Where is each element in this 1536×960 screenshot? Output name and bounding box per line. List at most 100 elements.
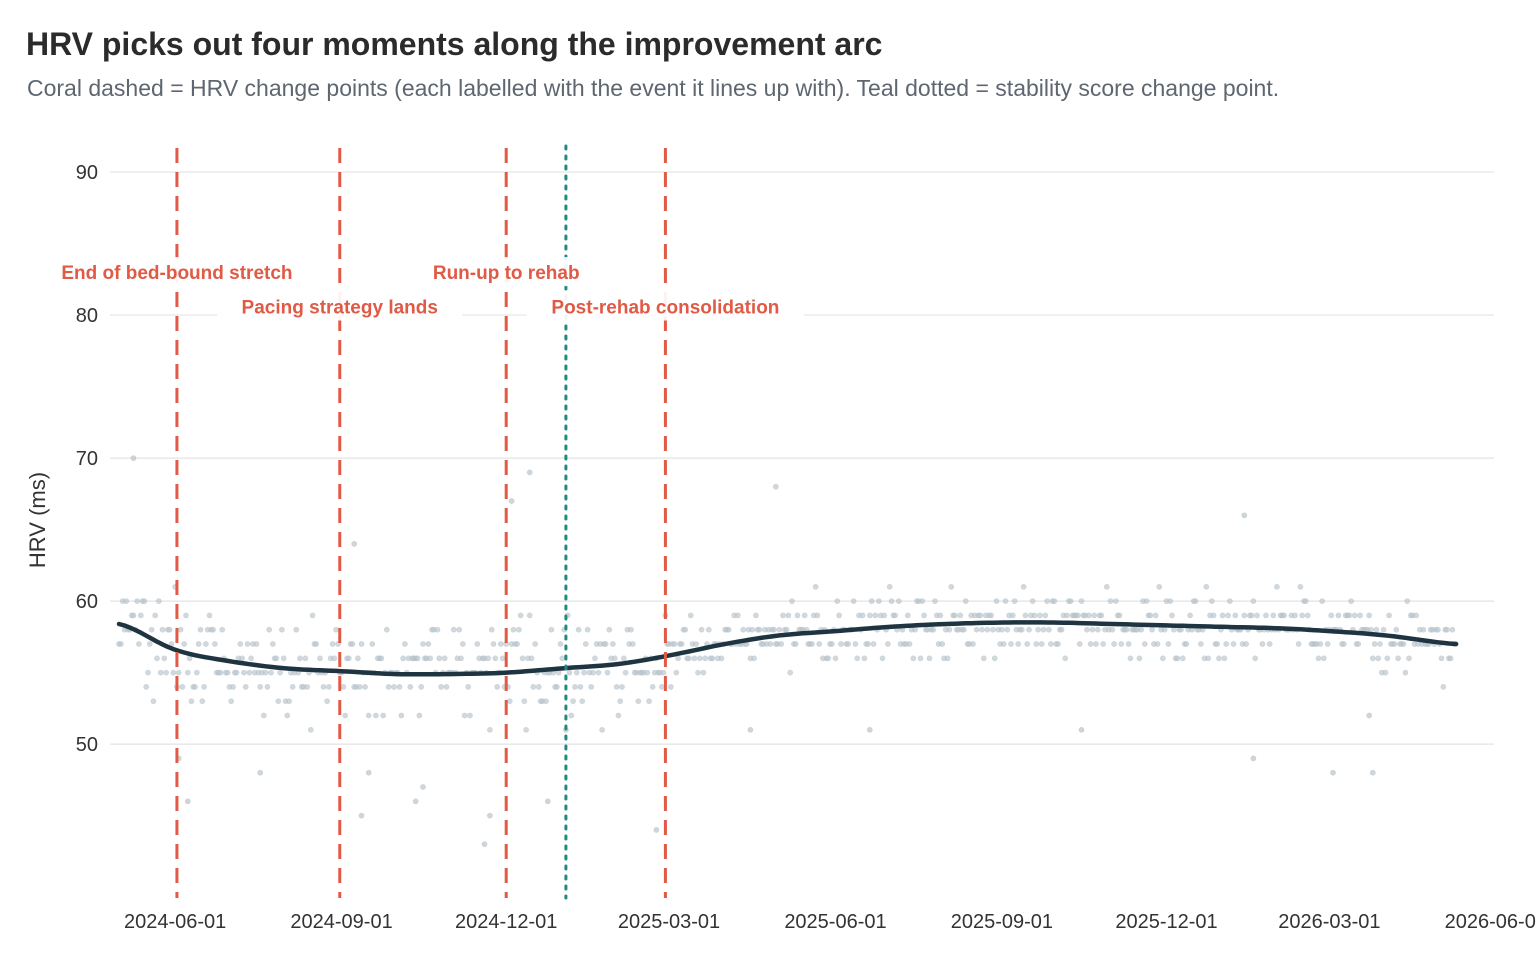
x-tick-label: 2024-06-01 xyxy=(124,911,226,933)
hrv-point xyxy=(1330,769,1336,776)
hrv-point xyxy=(751,655,757,662)
hrv-point xyxy=(568,712,575,719)
hrv-point xyxy=(510,626,517,633)
y-tick-label: 70 xyxy=(76,448,98,470)
hrv-point xyxy=(696,655,703,662)
hrv-point xyxy=(686,655,692,662)
hrv-point xyxy=(1018,626,1025,633)
hrv-point xyxy=(1169,612,1175,619)
hrv-point xyxy=(1340,641,1347,647)
hrv-point xyxy=(1149,626,1155,633)
hrv-point xyxy=(474,641,481,647)
hrv-point xyxy=(644,669,651,676)
hrv-point xyxy=(1098,612,1105,619)
hrv-point xyxy=(351,541,358,547)
hrv-point xyxy=(1024,641,1031,647)
hrv-point xyxy=(1357,612,1363,619)
hrv-point xyxy=(544,798,551,805)
hrv-point xyxy=(342,712,349,719)
hrv-point xyxy=(257,684,264,690)
hrv-point xyxy=(1227,598,1233,604)
hrv-point xyxy=(1037,612,1043,619)
hrv-point xyxy=(1225,612,1231,619)
hrv-point xyxy=(1216,655,1222,662)
hrv-point xyxy=(1141,641,1148,647)
hrv-point xyxy=(269,641,276,647)
hrv-point xyxy=(1094,626,1101,633)
hrv-point xyxy=(1198,641,1204,647)
hrv-point xyxy=(1029,598,1036,604)
hrv-point xyxy=(1366,612,1373,619)
hrv-point xyxy=(948,583,955,590)
hrv-point xyxy=(210,626,216,633)
hrv-trend-line xyxy=(116,620,1459,677)
hrv-point xyxy=(237,641,244,647)
hrv-point xyxy=(1078,598,1085,604)
hrv-point xyxy=(957,612,964,619)
hrv-point xyxy=(193,669,200,676)
hrv-point xyxy=(859,612,866,619)
hrv-point xyxy=(188,698,195,705)
hrv-point xyxy=(673,669,680,676)
hrv-point xyxy=(304,684,311,690)
hrv-point xyxy=(1118,641,1125,647)
hrv-point xyxy=(1295,641,1302,647)
hrv-point xyxy=(1076,641,1083,647)
hrv-point xyxy=(753,612,759,619)
hrv-point xyxy=(705,626,712,633)
hrv-point xyxy=(675,655,681,662)
hrv-point xyxy=(993,598,1000,604)
hrv-point xyxy=(481,841,488,848)
hrv-point xyxy=(1254,612,1260,619)
hrv-point xyxy=(490,641,497,647)
hrv-point xyxy=(1377,641,1383,647)
hrv-point xyxy=(952,612,958,619)
hrv-point xyxy=(1214,641,1221,647)
x-tick-label: 2024-09-01 xyxy=(290,911,392,933)
hrv-point xyxy=(277,669,283,676)
hrv-point xyxy=(1085,612,1092,619)
hrv-point xyxy=(904,612,911,619)
hrv-point xyxy=(1250,598,1257,604)
hrv-point xyxy=(1167,598,1174,604)
hrv-point xyxy=(620,655,627,662)
hrv-point xyxy=(1315,655,1322,662)
hrv-point xyxy=(345,655,352,662)
hrv-point xyxy=(1321,655,1327,662)
hrv-point xyxy=(302,655,309,662)
hrv-point xyxy=(906,641,913,647)
hrv-point xyxy=(530,684,537,690)
hrv-point xyxy=(378,655,385,662)
chart-title: HRV picks out four moments along the imp… xyxy=(26,26,883,62)
hrv-point xyxy=(1174,655,1181,662)
hrv-point xyxy=(240,669,247,676)
hrv-point xyxy=(646,698,652,705)
hrv-point xyxy=(434,626,441,633)
change-point-label: Pacing strategy lands xyxy=(242,297,438,318)
hrv-point xyxy=(201,684,207,690)
hrv-point xyxy=(456,626,463,633)
hrv-point xyxy=(861,655,868,662)
change-point-label: End of bed-bound stretch xyxy=(61,263,292,284)
hrv-point xyxy=(868,598,875,604)
hrv-point xyxy=(628,626,634,633)
change-point-label-bg xyxy=(416,257,596,287)
hrv-point xyxy=(458,655,464,662)
change-point-layer: End of bed-bound stretch Pacing strategy … xyxy=(37,144,805,900)
hrv-point xyxy=(1328,612,1335,619)
hrv-point xyxy=(1123,626,1130,633)
hrv-point xyxy=(1319,598,1325,604)
hrv-point xyxy=(401,641,408,647)
hrv-point xyxy=(420,784,426,790)
hrv-point xyxy=(467,712,473,719)
hrv-point xyxy=(219,626,226,633)
hrv-point xyxy=(682,626,689,633)
hrv-point xyxy=(1058,626,1065,633)
hrv-point xyxy=(1125,641,1132,647)
hrv-point xyxy=(154,655,160,662)
hrv-point xyxy=(358,641,365,647)
hrv-point xyxy=(532,641,539,647)
hrv-point xyxy=(184,798,191,805)
hrv-point xyxy=(398,712,405,719)
hrv-point xyxy=(438,684,444,690)
